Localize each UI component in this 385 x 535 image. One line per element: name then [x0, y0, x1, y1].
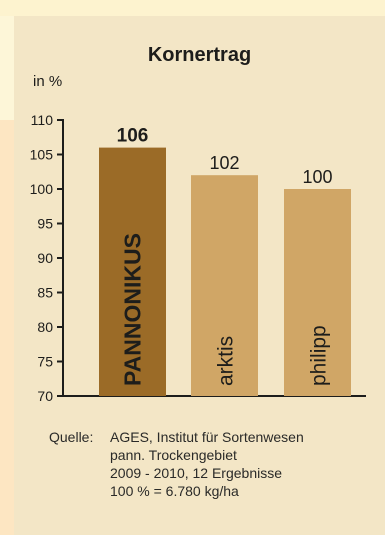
- top-background-strip: [0, 0, 385, 16]
- bar: [191, 175, 258, 396]
- left-background-strip: [0, 120, 14, 535]
- bar-value-label: 106: [117, 126, 149, 147]
- y-tick-label: 75: [37, 354, 53, 370]
- bar-chart: 70 75 80 85 90 95 100 105 110 106 PANNONIKUS 102 ar…: [30, 112, 366, 404]
- source-lines: AGES, Institut für Sortenwesen pann. Tro…: [110, 428, 304, 500]
- y-tick-label: 110: [31, 112, 54, 128]
- bar: [99, 147, 166, 396]
- y-tick-label: 90: [37, 250, 53, 266]
- chart-title: Kornertrag: [147, 44, 252, 66]
- category-label: philipp: [308, 325, 331, 386]
- y-tick-label: 105: [30, 147, 54, 163]
- y-tick-label: 100: [30, 181, 54, 197]
- source-line: AGES, Institut für Sortenwesen: [110, 429, 304, 445]
- y-tick-label: 80: [37, 319, 53, 335]
- source-note: Quelle: AGES, Institut für Sortenwesen p…: [49, 428, 304, 500]
- category-label: PANNONIKUS: [120, 233, 146, 386]
- bar: [284, 189, 351, 396]
- source-line: pann. Trockengebiet: [110, 447, 237, 463]
- source-line: 100 % = 6.780 kg/ha: [110, 483, 239, 499]
- y-tick-label: 70: [37, 388, 53, 404]
- y-tick-label: 85: [37, 285, 53, 301]
- y-tick-label: 95: [37, 216, 53, 232]
- y-axis-label: in %: [33, 73, 63, 90]
- bar-value-label: 100: [302, 167, 332, 187]
- source-line: 2009 - 2010, 12 Ergebnisse: [110, 465, 283, 481]
- category-label: arktis: [215, 336, 238, 386]
- source-label: Quelle:: [49, 429, 94, 445]
- bar-value-label: 102: [209, 153, 239, 173]
